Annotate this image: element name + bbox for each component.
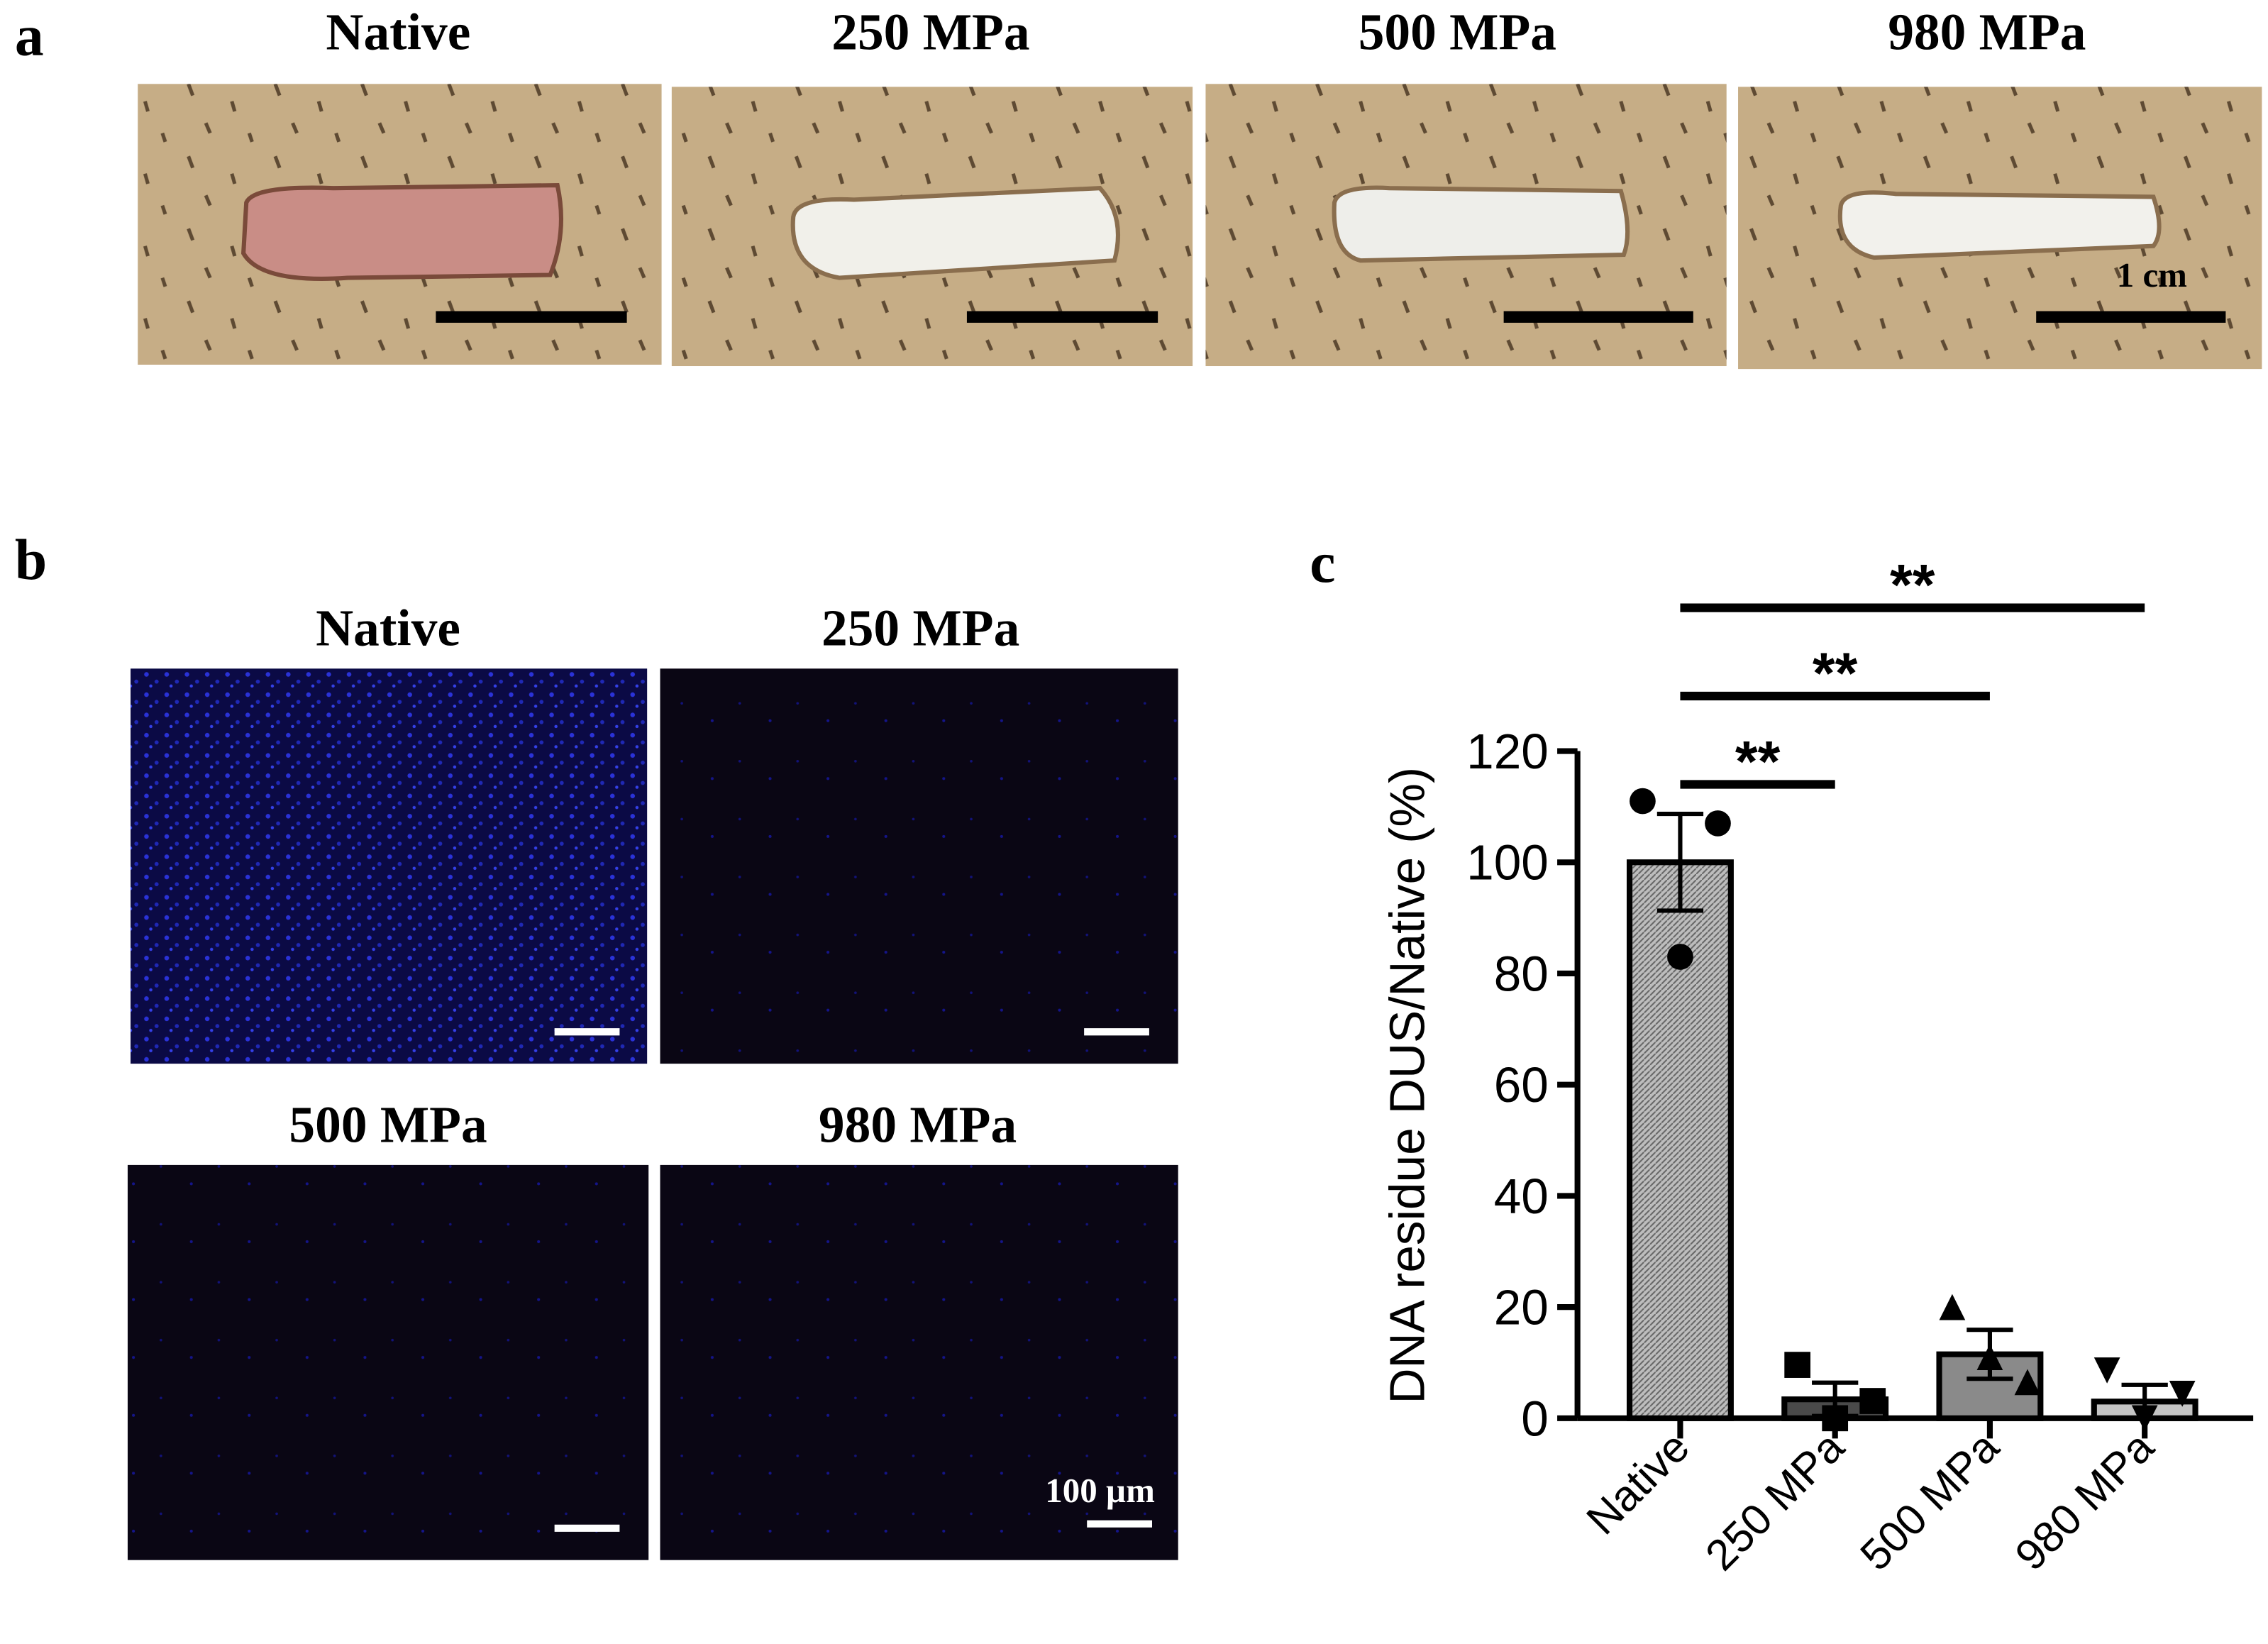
data-point: [1630, 788, 1656, 815]
y-tick-label: 100: [1466, 835, 1549, 890]
image-title: 980 MPa: [819, 1096, 1017, 1153]
data-point: [1976, 1344, 2003, 1370]
image-title: Native: [316, 600, 460, 657]
panel-label: a: [15, 4, 44, 68]
photo-title: 980 MPa: [1888, 3, 2086, 60]
data-point: [2169, 1380, 2196, 1407]
y-tick-label: 0: [1521, 1391, 1549, 1446]
scale-label: 100 µm: [1045, 1471, 1155, 1510]
fluorescence-image: [660, 1164, 1178, 1560]
data-point: [2131, 1405, 2158, 1432]
scale-label: 1 cm: [2117, 255, 2187, 294]
x-tick-label: 500 MPa: [1851, 1422, 2008, 1579]
data-point: [1705, 810, 1731, 837]
photo-title: 250 MPa: [831, 3, 1029, 60]
photos: 1 cm: [138, 84, 2262, 370]
photo-title: 500 MPa: [1359, 3, 1556, 60]
fluorescence-image: [660, 668, 1178, 1064]
y-tick-label: 40: [1494, 1169, 1549, 1224]
specimen: [241, 182, 563, 281]
panel-label: b: [15, 527, 47, 592]
y-tick-label: 60: [1494, 1057, 1549, 1113]
data-point: [2093, 1357, 2120, 1384]
fluorescence-image: [131, 668, 648, 1064]
x-tick-label: 250 MPa: [1696, 1422, 1854, 1579]
x-tick-label: 980 MPa: [2006, 1422, 2163, 1579]
photo-title: Native: [326, 3, 470, 60]
image-title: 250 MPa: [822, 600, 1019, 657]
data-point: [1939, 1293, 1966, 1320]
fluorescence-image: [127, 1164, 649, 1560]
significance-label: **: [1735, 729, 1781, 794]
panel-label: c: [1310, 530, 1335, 595]
error-bar: [1656, 812, 1704, 913]
data-point: [2014, 1369, 2041, 1396]
data-point: [1667, 944, 1693, 970]
specimen: [790, 186, 1120, 280]
specimen: [1837, 190, 2162, 260]
data-point: [1784, 1352, 1811, 1378]
x-tick-label: Native: [1577, 1423, 1698, 1544]
data-point: [1859, 1388, 1886, 1414]
specimen: [1332, 185, 1630, 263]
y-tick-label: 20: [1494, 1280, 1549, 1335]
significance-label: **: [1813, 641, 1858, 706]
significance-label: **: [1890, 553, 1935, 618]
image-title: 500 MPa: [289, 1096, 487, 1153]
y-tick-label: 80: [1494, 946, 1549, 1001]
y-tick-label: 120: [1466, 724, 1549, 779]
y-axis-label: DNA residue DUS/Native (%): [1379, 767, 1434, 1404]
